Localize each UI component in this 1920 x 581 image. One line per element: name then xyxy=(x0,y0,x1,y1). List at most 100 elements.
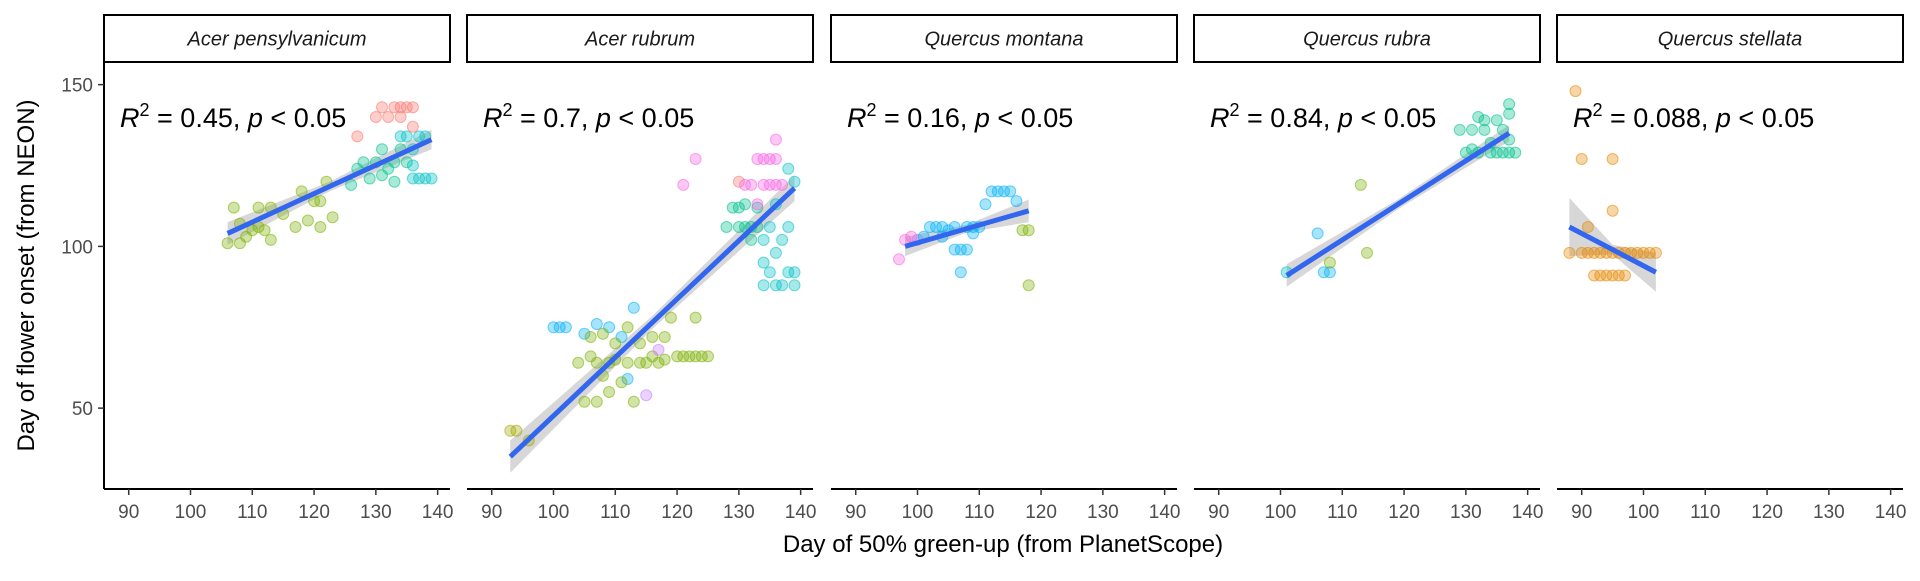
annot-r2-value: 0.45 xyxy=(180,103,233,133)
data-point xyxy=(954,243,967,256)
annot-p-value: 0.05 xyxy=(1762,103,1815,133)
facet-title: Quercus rubra xyxy=(1303,29,1431,51)
data-point xyxy=(732,221,745,233)
data-point xyxy=(400,156,413,169)
x-tick-label: 140 xyxy=(1512,502,1544,523)
data-point xyxy=(559,321,572,334)
confidence-ribbon xyxy=(1569,197,1656,292)
data-point xyxy=(769,246,782,259)
annot-superscript: 2 xyxy=(867,100,877,120)
data-point xyxy=(689,153,702,165)
data-point xyxy=(1619,269,1631,282)
x-tick-label: 90 xyxy=(118,502,139,523)
data-point xyxy=(425,172,438,185)
stats-annotation: R2 = 0.088, p < 0.05 xyxy=(1573,100,1814,133)
data-point xyxy=(776,178,789,191)
data-point xyxy=(732,175,745,188)
annot-equals: = xyxy=(1240,103,1271,133)
data-point xyxy=(751,153,764,165)
x-tick-label: 110 xyxy=(1690,502,1720,523)
data-point xyxy=(732,201,745,214)
data-point xyxy=(584,331,597,343)
x-tick-label: 140 xyxy=(422,502,454,523)
annot-comma: , xyxy=(1701,103,1716,133)
data-point xyxy=(1563,246,1576,259)
data-point xyxy=(406,101,419,114)
data-point xyxy=(627,395,640,408)
facet-title: Quercus montana xyxy=(925,29,1084,51)
points-group xyxy=(1563,85,1662,282)
points-group xyxy=(893,185,1035,292)
data-point xyxy=(689,350,702,363)
data-point xyxy=(763,153,776,165)
data-point xyxy=(590,395,603,408)
data-point xyxy=(1503,98,1516,111)
data-point xyxy=(301,214,314,227)
annot-p-symbol: p xyxy=(1337,103,1353,133)
data-point xyxy=(769,133,782,146)
data-point xyxy=(1323,266,1336,279)
data-point xyxy=(609,337,622,350)
data-point xyxy=(757,233,770,246)
data-point xyxy=(695,350,708,363)
data-point xyxy=(1354,178,1367,191)
data-point xyxy=(1575,246,1588,259)
annot-comma: , xyxy=(581,103,596,133)
facet-strip xyxy=(830,14,1178,63)
data-point xyxy=(757,153,770,165)
stats-annotation: R2 = 0.7, p < 0.05 xyxy=(483,100,694,133)
data-point xyxy=(413,130,426,143)
data-point xyxy=(1490,114,1503,127)
stats-annotation: R2 = 0.45, p < 0.05 xyxy=(120,100,346,133)
data-point xyxy=(985,185,998,198)
x-tick-label: 100 xyxy=(1628,502,1660,523)
trend-line xyxy=(1568,224,1658,275)
annot-p-value: 0.05 xyxy=(1384,103,1437,133)
data-point xyxy=(1323,256,1336,269)
annot-r2-value: 0.16 xyxy=(907,103,960,133)
data-point xyxy=(406,159,419,172)
data-point xyxy=(547,321,560,334)
data-point xyxy=(1649,246,1662,259)
data-point xyxy=(652,343,665,356)
data-point xyxy=(1466,123,1478,136)
data-point xyxy=(621,321,634,334)
data-point xyxy=(1361,246,1373,259)
data-point xyxy=(289,221,302,233)
data-point xyxy=(388,175,401,188)
annot-superscript: 2 xyxy=(1230,100,1240,120)
data-point xyxy=(1606,269,1619,282)
data-point xyxy=(621,373,634,385)
data-point xyxy=(400,101,413,114)
data-point xyxy=(406,120,419,133)
annot-superscript: 2 xyxy=(140,100,150,120)
annot-less-than: < xyxy=(990,103,1021,133)
annot-r2-value: 0.088 xyxy=(1633,103,1701,133)
annot-r-symbol: R xyxy=(1210,103,1230,133)
data-point xyxy=(258,224,271,237)
annot-p-symbol: p xyxy=(247,103,263,133)
x-tick-label: 130 xyxy=(723,502,755,523)
trend-line xyxy=(508,186,797,459)
annot-r2-value: 0.84 xyxy=(1270,103,1323,133)
x-tick-label: 140 xyxy=(1875,502,1907,523)
annot-comma: , xyxy=(1323,103,1338,133)
y-tick-label: 150 xyxy=(61,76,93,97)
annot-equals: = xyxy=(1603,103,1634,133)
data-point xyxy=(621,356,634,369)
data-point xyxy=(314,221,327,233)
data-point xyxy=(646,331,659,343)
data-point xyxy=(782,221,795,233)
data-point xyxy=(689,311,702,324)
data-point xyxy=(1472,111,1485,123)
data-point xyxy=(504,424,517,437)
data-point xyxy=(578,327,591,340)
x-tick-label: 100 xyxy=(902,502,934,523)
data-point xyxy=(419,172,432,185)
annot-equals: = xyxy=(150,103,181,133)
data-point xyxy=(394,130,407,143)
data-point xyxy=(510,424,523,437)
data-point xyxy=(960,243,973,256)
data-point xyxy=(394,111,407,123)
data-point xyxy=(572,356,585,369)
